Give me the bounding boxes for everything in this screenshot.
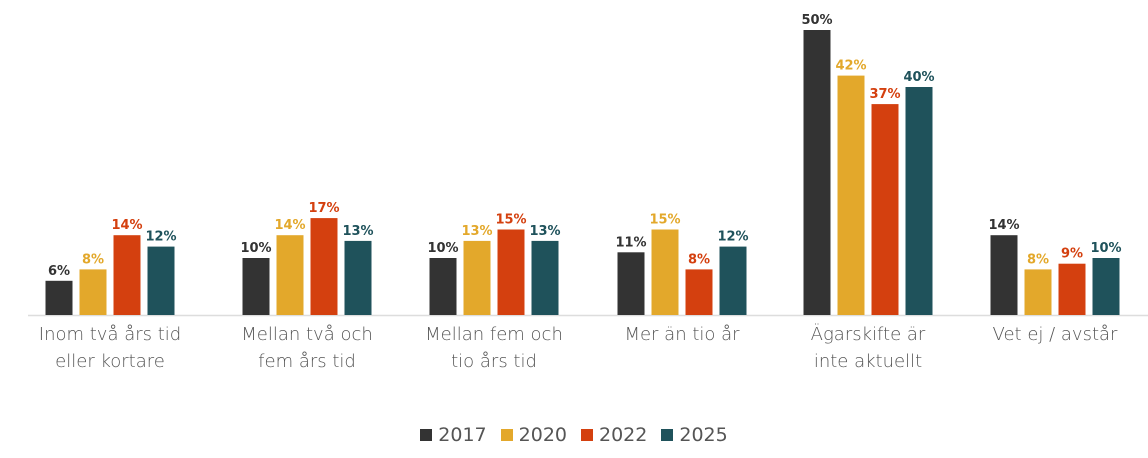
category-label: fem års tid <box>258 351 356 372</box>
category-label: inte aktuellt <box>814 351 922 372</box>
legend-label: 2020 <box>518 424 567 446</box>
category-label: eller kortare <box>55 351 165 372</box>
legend-item-2020: 2020 <box>500 424 567 446</box>
legend-swatch <box>581 429 593 441</box>
bar-2025-0 <box>147 246 175 315</box>
legend-label: 2017 <box>438 424 487 446</box>
data-label: 17% <box>308 201 339 216</box>
category-label: Mer än tio år <box>624 324 740 345</box>
bar-2025-4 <box>905 87 933 315</box>
bar-2025-1 <box>344 240 372 315</box>
bar-2022-2 <box>497 229 525 315</box>
bar-2025-3 <box>719 246 747 315</box>
category-label: Mellan fem och <box>425 324 563 345</box>
legend: 2017 2020 2022 2025 <box>0 424 1148 446</box>
data-label: 13% <box>342 224 373 239</box>
bar-2022-5 <box>1058 263 1086 315</box>
data-label: 13% <box>529 224 560 239</box>
bar-2022-4 <box>871 104 899 315</box>
data-label: 13% <box>461 224 492 239</box>
category-label: Ägarskifte är <box>811 324 926 345</box>
legend-label: 2022 <box>599 424 648 446</box>
bar-2017-5 <box>990 235 1018 315</box>
data-label: 10% <box>427 241 458 256</box>
bar-2020-3 <box>651 229 679 315</box>
data-label: 50% <box>801 13 832 28</box>
bar-2025-2 <box>531 240 559 315</box>
bar-2017-2 <box>429 258 457 315</box>
bar-2017-0 <box>45 280 73 315</box>
bar-2017-4 <box>803 30 831 315</box>
category-label: Vet ej / avstår <box>993 324 1119 345</box>
data-label: 10% <box>1090 241 1121 256</box>
data-label: 15% <box>649 213 680 228</box>
data-label: 14% <box>111 218 142 233</box>
bar-2020-1 <box>276 235 304 315</box>
bar-2020-0 <box>79 269 107 315</box>
legend-swatch <box>420 429 433 441</box>
bar-2025-5 <box>1092 258 1120 315</box>
bar-2022-1 <box>310 218 338 315</box>
legend-item-2022: 2022 <box>581 424 647 446</box>
category-label: Inom två års tid <box>39 324 181 345</box>
data-label: 12% <box>717 230 748 245</box>
data-label: 9% <box>1061 247 1083 262</box>
data-label: 37% <box>869 87 900 102</box>
legend-item-2017: 2017 <box>420 424 487 446</box>
legend-item-2025: 2025 <box>661 424 728 446</box>
bar-2020-4 <box>837 75 865 315</box>
category-label: tio års tid <box>451 351 537 372</box>
legend-swatch <box>500 429 513 441</box>
category-label: Mellan två och <box>241 324 373 345</box>
bar-2020-5 <box>1024 269 1052 315</box>
legend-swatch <box>661 429 674 441</box>
bar-2020-2 <box>463 240 491 315</box>
data-label: 11% <box>615 235 646 250</box>
data-label: 6% <box>48 264 70 279</box>
data-label: 14% <box>988 218 1019 233</box>
data-label: 10% <box>240 241 271 256</box>
data-label: 40% <box>903 70 934 85</box>
data-label: 12% <box>145 230 176 245</box>
data-label: 8% <box>82 252 104 267</box>
bar-2017-3 <box>617 252 645 315</box>
data-label: 8% <box>1027 252 1049 267</box>
legend-label: 2025 <box>679 424 728 446</box>
bar-2022-3 <box>685 269 713 315</box>
data-label: 14% <box>274 218 305 233</box>
data-label: 42% <box>835 59 866 74</box>
data-label: 15% <box>495 213 526 228</box>
data-label: 8% <box>688 252 710 267</box>
bar-2022-0 <box>113 235 141 315</box>
bar-2017-1 <box>242 258 270 315</box>
